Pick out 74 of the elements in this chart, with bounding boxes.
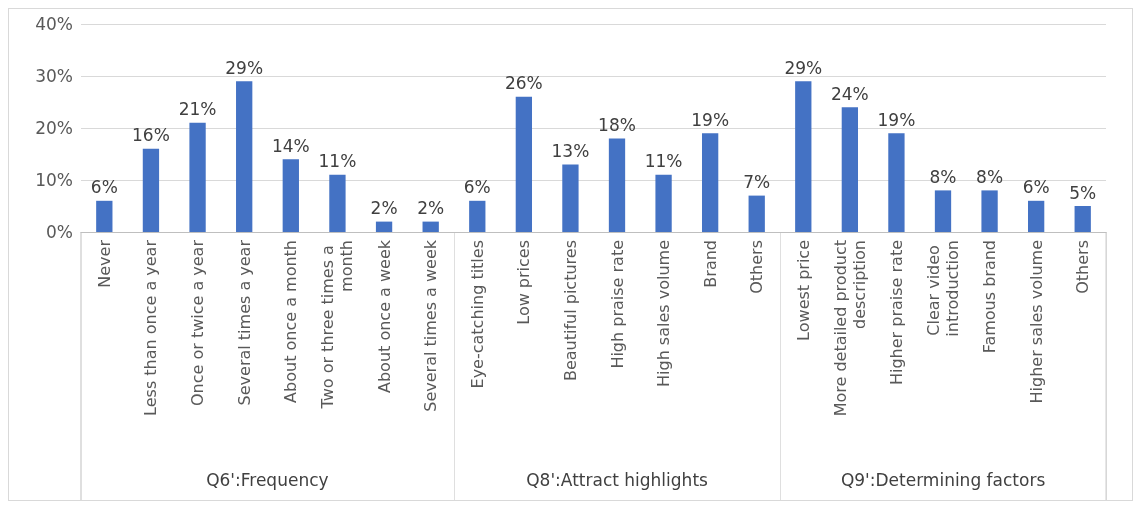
x-tick-label: About once a week <box>374 239 394 393</box>
bar <box>1074 206 1091 232</box>
y-tick-label: 0% <box>46 222 73 242</box>
bar <box>934 190 951 232</box>
data-label: 5% <box>1069 182 1097 203</box>
data-label: 6% <box>463 177 491 198</box>
bar <box>1027 200 1045 232</box>
bar <box>282 159 299 232</box>
data-label: 11% <box>318 151 357 172</box>
x-tick-label: Others <box>1073 240 1093 294</box>
data-label: 29% <box>784 57 823 78</box>
bar <box>189 122 206 232</box>
x-tick-label: Eye-catching titles <box>467 240 487 389</box>
data-label: 8% <box>975 166 1003 187</box>
x-tick-label: Clear video introduction <box>923 240 962 337</box>
x-tick-label: Several times a year <box>234 239 254 406</box>
data-label: 7% <box>742 172 770 193</box>
x-tick-label: Less than once a year <box>141 239 161 416</box>
bar <box>794 81 812 232</box>
bar <box>608 138 625 232</box>
x-tick-label: About once a month <box>281 240 301 403</box>
bar <box>655 174 672 232</box>
x-tick-label: Two or three times a month <box>318 240 357 410</box>
bar <box>96 200 113 232</box>
data-label: 13% <box>551 140 590 161</box>
bar <box>515 96 532 232</box>
x-tick-label: High praise rate <box>607 240 627 369</box>
x-tick-label: Higher praise rate <box>886 240 906 386</box>
data-label: 11% <box>644 151 683 172</box>
bar <box>981 190 998 232</box>
x-axis-title: Q9':Determining factors <box>840 469 1046 490</box>
data-label: 19% <box>690 109 729 130</box>
x-tick-label: Famous brand <box>979 240 999 354</box>
y-tick-label: 30% <box>35 66 73 86</box>
x-tick-label: Never <box>94 239 114 288</box>
x-tick-label: Low prices <box>514 240 534 325</box>
bar <box>841 107 858 232</box>
x-tick-label: Several times a week <box>421 239 441 412</box>
bar <box>888 133 905 232</box>
x-tick-label: More detailed product description <box>830 240 869 417</box>
y-tick-label: 10% <box>35 170 73 190</box>
data-label: 2% <box>417 198 445 219</box>
data-label: 6% <box>90 177 118 198</box>
data-label: 18% <box>597 114 636 135</box>
data-label: 16% <box>132 125 170 146</box>
data-label: 21% <box>178 99 217 120</box>
bar <box>748 195 765 232</box>
data-label: 14% <box>271 135 310 156</box>
x-tick-label: High sales volume <box>653 240 673 387</box>
data-label: 19% <box>877 109 916 130</box>
data-label: 26% <box>504 73 543 94</box>
bar <box>329 174 346 232</box>
x-tick-label: Higher sales volume <box>1026 240 1046 404</box>
data-label: 24% <box>830 83 869 104</box>
bar <box>236 81 253 232</box>
x-tick-label: Once or twice a year <box>188 239 208 407</box>
bar <box>562 164 579 232</box>
bar <box>375 221 393 232</box>
bar <box>701 133 719 232</box>
data-label: 8% <box>929 166 957 187</box>
x-tick-label: Beautiful pictures <box>560 240 580 382</box>
x-tick-label: Brand <box>700 240 720 288</box>
data-label: 2% <box>370 198 398 219</box>
y-tick-label: 40% <box>35 14 73 34</box>
data-label: 6% <box>1022 177 1050 198</box>
y-tick-label: 20% <box>35 118 73 138</box>
x-tick-label: Others <box>746 240 766 294</box>
x-axis-title: Q6':Frequency <box>206 469 329 490</box>
bar <box>422 221 439 232</box>
data-label: 29% <box>225 57 264 78</box>
bar <box>468 200 486 232</box>
x-axis-title: Q8':Attract highlights <box>525 469 708 490</box>
x-tick-label: Lowest price <box>793 240 813 341</box>
bar <box>142 148 160 232</box>
